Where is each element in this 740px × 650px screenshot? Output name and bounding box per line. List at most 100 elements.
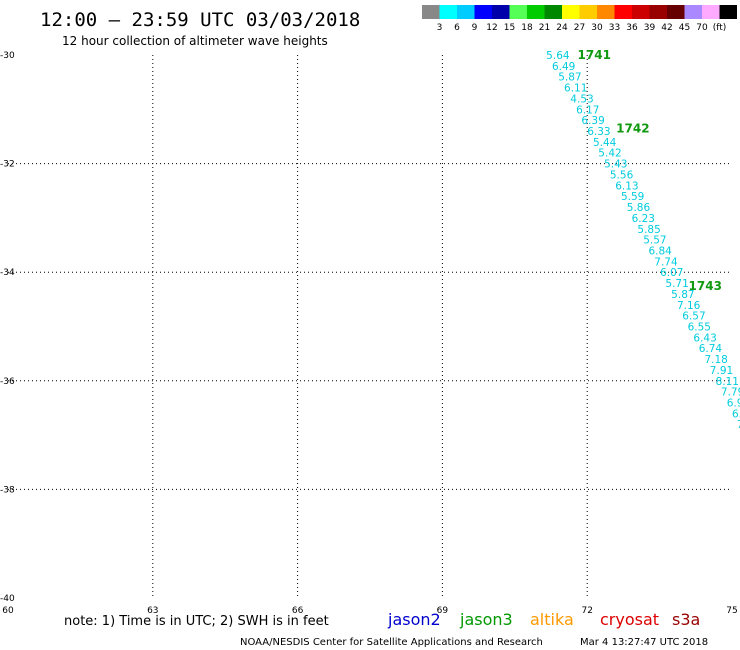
latitude-label: -30 [0,51,15,61]
colorbar-swatch [544,5,562,19]
colorbar-swatch [702,5,720,19]
swh-observation: 7.18 [704,354,727,366]
swh-observation: 7.74 [654,256,678,268]
swh-observation: 6.49 [552,61,575,73]
colorbar-swatch [509,5,527,19]
map-plot-area: 60 63 66 69 72 75 -30 -32 -34 -36 -38 -40 5.646.49… [0,48,740,616]
colorbar-swatch [649,5,667,19]
longitude-label: 60 [2,606,14,616]
swh-observation: 6.57 [682,311,705,323]
latitude-label: -40 [0,594,15,604]
swh-observation: 5.87 [558,72,581,84]
swh-observation: 5.85 [637,224,660,236]
colorbar-label: 30 [591,23,603,33]
satellite-legend-item: altika [530,610,574,629]
swh-observation: 6.74 [699,343,723,355]
swh-observation: 6.17 [576,104,599,116]
satellite-legend: jason2 jason3 altika cryosat s3a [387,610,700,629]
colorbar-label: 36 [626,23,638,33]
swh-observation: 5.64 [546,50,570,62]
swh-observation: 6.39 [581,115,604,127]
colorbar-label: 21 [539,23,550,33]
colorbar-label: 18 [521,23,533,33]
latitude-label: -38 [0,485,15,495]
colorbar-label: 70 [696,23,708,33]
swh-observation: 6.23 [632,213,655,225]
colorbar-label: 12 [486,23,497,33]
colorbar-swatch [579,5,597,19]
wave-height-colorbar: 3 6 9 12 15 18 21 24 27 30 33 36 39 42 45 70 (ft) [422,5,737,33]
swh-observation: 5.71 [665,278,688,290]
latitude-label: -36 [0,377,15,387]
colorbar-swatch [439,5,457,19]
figure-subtitle: 12 hour collection of altimeter wave hei… [62,34,328,48]
track-time-label: 1741 [578,48,611,62]
colorbar-label: 6 [454,23,460,33]
track-time-label: 1743 [689,279,722,293]
swh-observation: 5.43 [604,159,627,171]
swh-observation: 7.3 [737,419,740,431]
colorbar-swatch [422,5,440,19]
colorbar-label: 3 [437,23,443,33]
colorbar-label: 45 [679,23,690,33]
swh-observation: 5.57 [643,235,666,247]
colorbar-swatch [457,5,475,19]
longitude-label: 75 [726,606,737,616]
figure-title: 12:00 – 23:59 UTC 03/03/2018 [40,9,360,31]
swh-observation: 4.53 [570,93,593,105]
colorbar-swatch [684,5,702,19]
colorbar-swatch [719,5,737,19]
longitude-label: 69 [437,606,449,616]
colorbar-label: 15 [504,23,515,33]
swh-observation: 6.43 [693,332,716,344]
swh-observation: 6.69 [732,408,740,420]
colorbar-label: (ft) [713,23,727,33]
swh-observation: 7.91 [710,365,733,377]
swh-observation: 6.07 [660,267,683,279]
track-time-label: 1742 [616,121,649,135]
longitude-label: 63 [147,606,158,616]
longitude-label: 66 [292,606,304,616]
swh-observation: 6.55 [688,322,711,334]
colorbar-swatch [667,5,685,19]
swh-observation: 6.98 [727,398,740,410]
longitude-tick-labels: 60 63 66 69 72 75 [2,606,737,616]
swh-observation: 6.11 [564,83,587,95]
colorbar-swatch [492,5,510,19]
units-note: note: 1) Time is in UTC; 2) SWH is in fe… [64,614,329,629]
swh-observation: 5.59 [621,191,644,203]
swh-observation: 6.33 [587,126,610,138]
swh-observation: 5.56 [610,169,634,181]
colorbar-label: 33 [609,23,620,33]
lat-lon-grid [8,55,732,598]
swh-observation: 5.42 [598,148,621,160]
swh-observation: 6.84 [648,245,672,257]
timestamp: Mar 4 13:27:47 UTC 2018 [580,637,708,648]
swh-observation: 8.11 [716,376,739,388]
colorbar-label: 24 [556,23,568,33]
swh-observation: 5.87 [671,289,694,301]
colorbar-label: 9 [472,23,478,33]
colorbar-label: 27 [574,23,585,33]
colorbar-label: 42 [661,23,672,33]
satellite-legend-item: cryosat [600,610,659,629]
colorbar-swatch [527,5,545,19]
latitude-tick-labels: -30 -32 -34 -36 -38 -40 [0,51,15,604]
colorbar-swatch [614,5,632,19]
latitude-label: -34 [0,268,15,278]
swh-observation: 6.13 [615,180,638,192]
satellite-legend-item: jason2 [387,610,441,629]
satellite-legend-item: s3a [672,610,700,629]
swh-observation: 7.16 [677,300,701,312]
colorbar-swatch [597,5,615,19]
satellite-legend-item: jason3 [459,610,513,629]
swh-observation: 5.86 [627,202,651,214]
colorbar-swatch [632,5,650,19]
colorbar-label: 39 [644,23,656,33]
colorbar-swatch [562,5,580,19]
credit-line: NOAA/NESDIS Center for Satellite Applica… [240,637,543,648]
colorbar-swatch [474,5,492,19]
latitude-label: -32 [0,160,15,170]
longitude-label: 72 [581,606,592,616]
